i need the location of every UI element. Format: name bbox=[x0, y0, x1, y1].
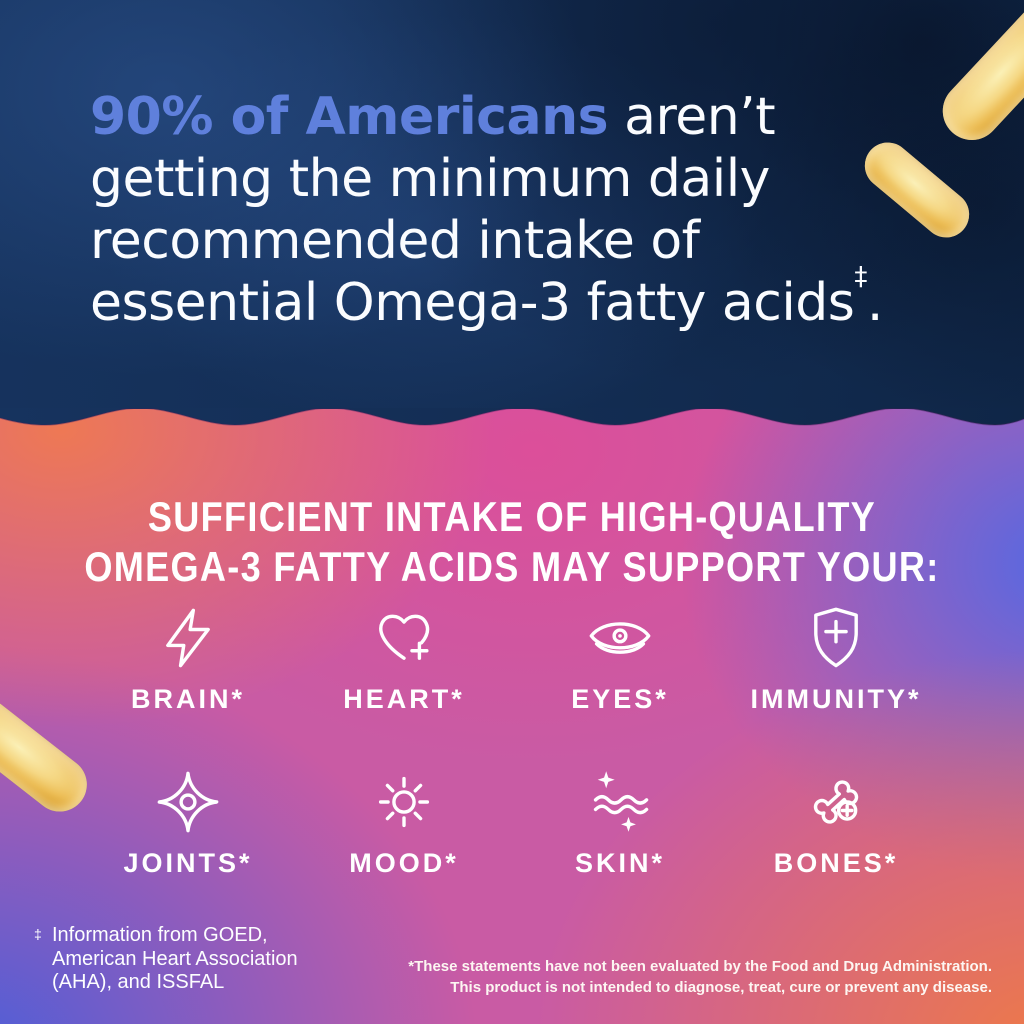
footnote-sources-line-2: American Heart Association bbox=[52, 947, 298, 970]
wave-divider bbox=[0, 408, 1024, 426]
benefit-cell-immunity: IMMUNITY* bbox=[728, 604, 944, 714]
shield-plus-icon bbox=[814, 607, 858, 668]
benefit-cell-bones: BONES* bbox=[728, 768, 944, 878]
heart-plus-icon bbox=[379, 614, 430, 660]
benefit-cell-mood: MOOD* bbox=[296, 768, 512, 878]
benefit-label: BRAIN* bbox=[130, 684, 245, 714]
benefit-cell-brain: BRAIN* bbox=[80, 604, 296, 714]
headline-line-2: getting the minimum daily bbox=[90, 149, 770, 209]
benefit-label: MOOD* bbox=[349, 848, 459, 878]
footnote-fda-disclaimer: *These statements have not been evaluate… bbox=[408, 956, 992, 998]
skin-glow-icon bbox=[593, 771, 649, 832]
dagger-symbol: ‡ bbox=[34, 926, 42, 942]
footnote-fda-line-2: This product is not intended to diagnose… bbox=[450, 979, 992, 996]
headline-line-3: recommended intake of bbox=[90, 211, 700, 271]
benefits-heading-line-1: SUFFICIENT INTAKE OF HIGH-QUALITY bbox=[147, 493, 877, 540]
footnote-sources: ‡ Information from GOED, American Heart … bbox=[30, 924, 298, 995]
benefit-label: IMMUNITY* bbox=[750, 684, 922, 714]
benefit-cell-skin: SKIN* bbox=[512, 768, 728, 878]
headline-accent: 90% of Americans bbox=[90, 87, 609, 147]
benefit-label: HEART* bbox=[343, 684, 465, 714]
headline: 90% of Americans aren’t getting the mini… bbox=[90, 86, 883, 334]
footnote-sources-line-3: (AHA), and ISSFAL bbox=[52, 971, 225, 993]
headline-line-1: 90% of Americans aren’t bbox=[90, 87, 776, 147]
benefit-cell-heart: HEART* bbox=[296, 604, 512, 714]
sparkle-joint-icon bbox=[157, 771, 219, 833]
benefit-label: BONES* bbox=[773, 848, 899, 878]
eye-icon bbox=[589, 622, 651, 654]
benefits-heading-line-2: OMEGA-3 FATTY ACIDS MAY SUPPORT YOUR: bbox=[84, 543, 940, 590]
headline-line-4: essential Omega-3 fatty acids‡. bbox=[90, 261, 883, 333]
benefit-label: EYES* bbox=[571, 684, 669, 714]
benefit-label: JOINTS* bbox=[123, 848, 253, 878]
benefits-grid: BRAIN* HEART* EYES* IMMUNITY* bbox=[80, 604, 944, 878]
footnote-fda-line-1: *These statements have not been evaluate… bbox=[408, 958, 992, 975]
lightning-bolt-icon bbox=[166, 608, 210, 668]
benefit-label: SKIN* bbox=[574, 848, 665, 878]
benefit-cell-joints: JOINTS* bbox=[80, 768, 296, 878]
benefit-cell-eyes: EYES* bbox=[512, 604, 728, 714]
sun-icon bbox=[378, 776, 430, 828]
dagger-footnote-symbol: ‡ bbox=[854, 261, 867, 292]
footnote-sources-line-1: Information from GOED, bbox=[52, 924, 268, 946]
benefits-heading: SUFFICIENT INTAKE OF HIGH-QUALITY OMEGA-… bbox=[72, 492, 953, 592]
bone-plus-icon bbox=[813, 780, 859, 824]
hero-section: 90% of Americans aren’t getting the mini… bbox=[0, 0, 1024, 409]
